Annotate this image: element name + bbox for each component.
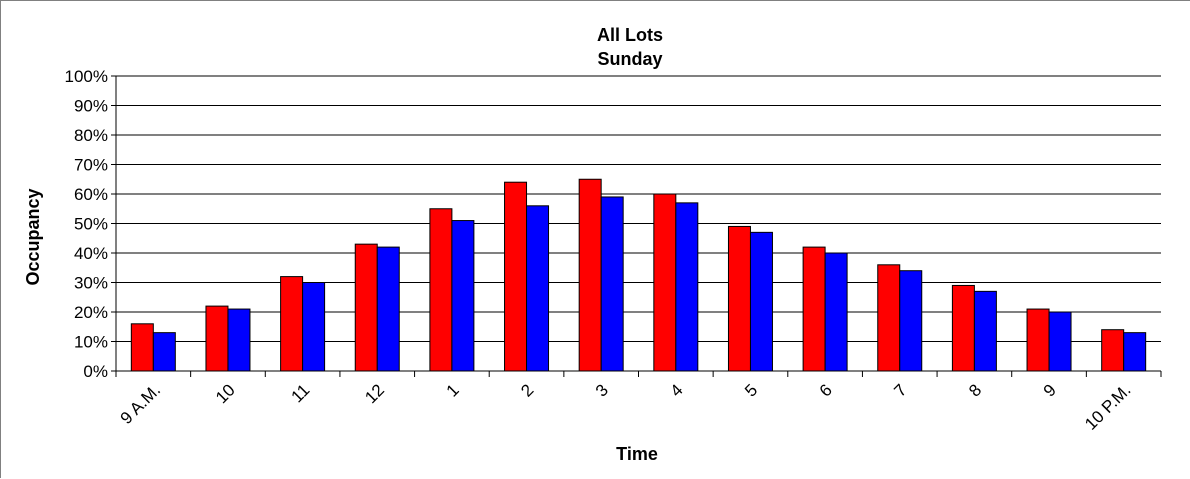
bar-series-1 bbox=[578, 178, 602, 372]
bar-series-1 bbox=[951, 284, 975, 372]
bar-series-2 bbox=[824, 252, 848, 372]
bar-series-1 bbox=[653, 193, 677, 372]
x-tick-label: 2 bbox=[517, 380, 537, 400]
y-tick-label: 50% bbox=[74, 215, 108, 234]
bar-series-2 bbox=[152, 332, 176, 372]
bar-series-2 bbox=[675, 202, 699, 372]
x-axis-title: Time bbox=[616, 444, 658, 464]
y-tick-label: 90% bbox=[74, 97, 108, 116]
y-tick-label: 100% bbox=[65, 67, 108, 86]
x-tick-label: 5 bbox=[741, 380, 761, 400]
chart-subtitle: Sunday bbox=[597, 49, 662, 69]
bar-series-2 bbox=[376, 246, 400, 372]
y-tick-label: 10% bbox=[74, 333, 108, 352]
y-tick-labels: 0% 10% 20% 30% 40% 50% 60% 70% 80% 90% 100% bbox=[65, 67, 108, 381]
x-tick-label: 3 bbox=[592, 380, 612, 400]
bar-series-1 bbox=[429, 208, 453, 372]
y-tick-label: 80% bbox=[74, 126, 108, 145]
y-tick-label: 0% bbox=[83, 362, 108, 381]
x-tick-labels: 9 A.M. 10 11 12 1 2 3 4 5 6 7 8 9 10 P.M. bbox=[117, 380, 1135, 433]
y-tick-label: 20% bbox=[74, 303, 108, 322]
x-tick-label: 10 P.M. bbox=[1081, 380, 1134, 433]
y-tick-label: 60% bbox=[74, 185, 108, 204]
x-tick-label: 4 bbox=[667, 380, 687, 400]
x-tick-label: 12 bbox=[361, 380, 388, 407]
x-tick-label: 9 bbox=[1040, 380, 1060, 400]
bar-series-2 bbox=[899, 270, 923, 372]
bar-series-1 bbox=[354, 243, 378, 372]
bar-series-2 bbox=[451, 220, 475, 372]
bar-series-1 bbox=[727, 225, 751, 372]
bar-series-1 bbox=[504, 181, 528, 372]
x-tick-label: 9 A.M. bbox=[117, 380, 165, 428]
bar-series-2 bbox=[973, 290, 997, 372]
y-tick-label: 40% bbox=[74, 244, 108, 263]
bar-series-1 bbox=[205, 305, 229, 372]
y-tick-label: 30% bbox=[74, 274, 108, 293]
bar-series-2 bbox=[302, 282, 326, 372]
chart-title: All Lots bbox=[597, 25, 663, 45]
x-tick-label: 1 bbox=[443, 380, 463, 400]
axes bbox=[111, 75, 1162, 377]
y-axis-title: Occupancy bbox=[23, 188, 43, 285]
bar-series-2 bbox=[749, 231, 773, 372]
bar-series-2 bbox=[526, 205, 550, 372]
bars bbox=[130, 178, 1147, 372]
bar-series-2 bbox=[227, 308, 251, 372]
x-tick-label: 8 bbox=[965, 380, 985, 400]
bar-series-1 bbox=[130, 323, 154, 372]
bar-series-2 bbox=[600, 196, 624, 372]
x-tick-label: 7 bbox=[890, 380, 910, 400]
x-tick-label: 6 bbox=[816, 380, 836, 400]
bar-series-1 bbox=[877, 264, 901, 372]
x-tick-label: 10 bbox=[212, 380, 239, 407]
bar-series-2 bbox=[1123, 332, 1147, 372]
bar-series-1 bbox=[280, 276, 304, 372]
bar-series-1 bbox=[1101, 329, 1125, 372]
bar-series-1 bbox=[1026, 308, 1050, 372]
y-tick-label: 70% bbox=[74, 156, 108, 175]
bar-series-1 bbox=[802, 246, 826, 372]
x-tick-label: 11 bbox=[288, 380, 314, 406]
gridlines bbox=[116, 75, 1161, 342]
bar-series-2 bbox=[1048, 311, 1072, 372]
